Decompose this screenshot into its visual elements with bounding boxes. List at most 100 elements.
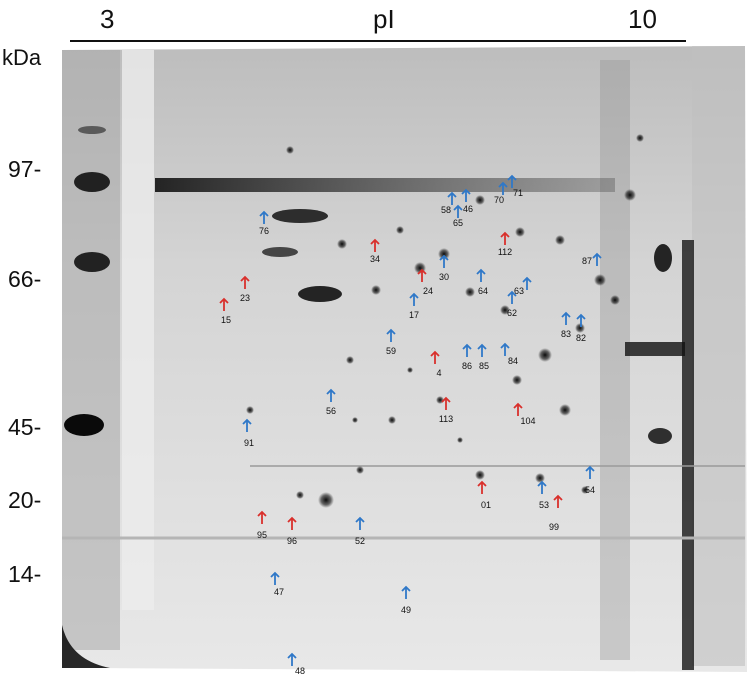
arrow-head-icon — [417, 268, 427, 275]
spot-annotation-47: 47 — [270, 571, 284, 597]
spot-label: 62 — [507, 308, 517, 318]
streak-right — [648, 428, 672, 444]
marker-band — [78, 126, 106, 134]
ph-low-label: 3 — [100, 4, 115, 34]
arrow-head-icon — [553, 494, 563, 501]
arrow-head-icon — [430, 350, 440, 357]
spot-annotation-56: 56 — [326, 388, 336, 416]
spot-annotation-46: 46 — [461, 188, 473, 214]
streak-right — [625, 342, 685, 356]
spot-label: 52 — [355, 536, 365, 546]
spot-label: 47 — [274, 587, 284, 597]
spot-label: 82 — [576, 333, 586, 343]
spot-annotation-65: 65 — [453, 204, 463, 228]
arrow-head-icon — [401, 585, 411, 592]
spot-label: 30 — [439, 272, 449, 282]
protein-spot — [388, 416, 396, 424]
protein-spot — [538, 348, 552, 362]
arrow-head-icon — [592, 252, 602, 259]
arrow-head-icon — [441, 396, 451, 403]
arrow-head-icon — [462, 343, 472, 350]
arrow-head-icon — [439, 254, 449, 261]
spot-annotation-49: 49 — [401, 585, 411, 615]
arrow-head-icon — [287, 516, 297, 523]
right-streak-2 — [600, 60, 630, 660]
protein-spot — [475, 470, 485, 480]
spot-label: 71 — [513, 188, 523, 198]
arrow-head-icon — [522, 276, 532, 283]
spot-annotation-71: 71 — [507, 174, 523, 198]
spot-label: 65 — [453, 218, 463, 228]
arrow-head-icon — [585, 465, 595, 472]
spot-label: 112 — [498, 247, 512, 257]
spot-label: 49 — [401, 605, 411, 615]
arrow-head-icon — [355, 516, 365, 523]
spot-label: 70 — [494, 195, 504, 205]
spot-annotation-15: 15 — [219, 297, 231, 325]
arrow-head-icon — [461, 188, 471, 195]
spot-annotation-30: 30 — [439, 254, 449, 282]
protein-spot — [346, 356, 354, 364]
protein-spot — [318, 492, 334, 508]
protein-spot — [636, 134, 644, 142]
spot-annotation-82: 82 — [576, 313, 586, 343]
protein-spot — [500, 305, 510, 315]
arrow-head-icon — [453, 204, 463, 211]
streak — [262, 247, 298, 257]
spot-label: 54 — [585, 485, 595, 495]
spot-label: 95 — [257, 530, 267, 540]
protein-spot — [475, 195, 485, 205]
protein-spot — [371, 285, 381, 295]
spot-annotation-34: 34 — [370, 238, 380, 264]
arrow-head-icon — [270, 571, 280, 578]
marker-band — [64, 414, 104, 436]
mw-marker-97: 97- — [8, 156, 42, 182]
gel-slab — [62, 46, 747, 672]
spot-label: 48 — [295, 666, 305, 676]
arrow-head-icon — [500, 231, 510, 238]
spot-annotation-76: 76 — [259, 210, 269, 236]
spot-label: 46 — [463, 204, 473, 214]
spot-annotation-59: 59 — [386, 328, 396, 356]
protein-spot — [352, 417, 358, 423]
protein-spot — [559, 404, 571, 416]
spot-annotation-96: 96 — [287, 516, 297, 546]
arrow-head-icon — [537, 480, 547, 487]
ph-axis-title: pI — [373, 4, 395, 34]
arrow-head-icon — [259, 210, 269, 217]
streak-right — [654, 244, 672, 272]
spot-annotation-01: 01 — [477, 480, 491, 510]
arrow-head-icon — [576, 313, 586, 320]
protein-spot — [457, 437, 463, 443]
spot-annotation-70: 70 — [494, 181, 508, 205]
spot-annotation-113: 113 — [439, 396, 453, 424]
spot-annotation-64: 64 — [476, 268, 488, 296]
protein-spot — [296, 491, 304, 499]
arrow-head-icon — [447, 191, 457, 198]
spot-annotation-99: 99 — [549, 494, 563, 532]
mw-marker-45: 45- — [8, 414, 42, 440]
arrow-head-icon — [476, 268, 486, 275]
arrow-head-icon — [500, 342, 510, 349]
arrow-head-icon — [257, 510, 267, 517]
marker-lane — [62, 50, 120, 650]
protein-spot — [465, 287, 475, 297]
spot-label: 24 — [423, 286, 433, 296]
spot-annotation-4: 4 — [430, 350, 442, 378]
spot-annotation-86: 86 — [462, 343, 472, 371]
protein-spot — [624, 189, 636, 201]
protein-spot — [438, 248, 450, 260]
protein-spot — [610, 295, 620, 305]
arrow-head-icon — [507, 290, 517, 297]
arrow-head-icon — [326, 388, 336, 395]
spot-label: 17 — [409, 310, 419, 320]
spot-label: 56 — [326, 406, 336, 416]
spot-label: 96 — [287, 536, 297, 546]
protein-spot — [356, 466, 364, 474]
right-lane — [692, 46, 745, 666]
spot-annotation-84: 84 — [500, 342, 518, 366]
spot-label: 86 — [462, 361, 472, 371]
spot-annotation-24: 24 — [417, 268, 433, 296]
spot-annotation-63: 63 — [514, 276, 532, 296]
